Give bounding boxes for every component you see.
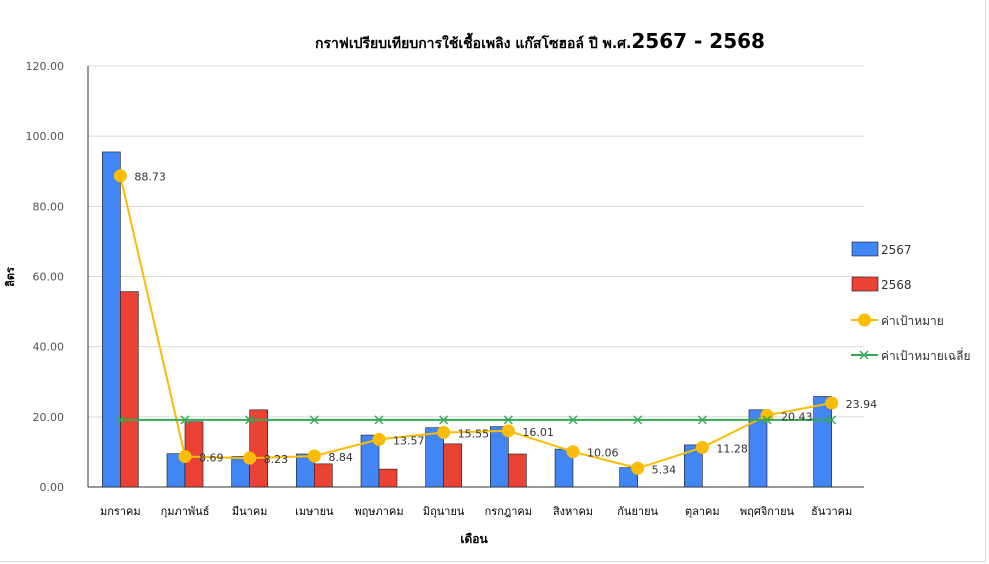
target-point [695, 440, 709, 454]
average-marker [633, 415, 643, 425]
target-point [243, 451, 257, 465]
average-marker [827, 415, 837, 425]
series-line-2 [119, 175, 832, 470]
bar-2567 [684, 444, 703, 488]
x-tick-label: กันยายน [617, 505, 658, 518]
average-marker [439, 415, 449, 425]
legend-label: ค่าเป้าหมายเฉลี่ย [881, 347, 970, 363]
target-point [566, 445, 580, 459]
target-point [372, 432, 386, 446]
average-marker-stroke [762, 415, 772, 425]
bar-2567 [813, 396, 832, 488]
y-tick-label: 80.00 [33, 200, 65, 213]
x-tick-label: เมษายน [295, 505, 334, 518]
legend-swatch-2568 [851, 276, 879, 292]
bar-2567 [360, 434, 380, 488]
target-point [178, 450, 192, 464]
bar-2568 [120, 291, 139, 488]
bar-2568 [443, 443, 462, 488]
average-marker-stroke [180, 415, 190, 425]
average-marker-stroke [439, 415, 449, 425]
legend-marker [858, 313, 871, 327]
x-tick-label: ตุลาคม [685, 505, 720, 518]
y-tick-label: 60.00 [33, 271, 65, 284]
y-tick-label: 40.00 [33, 341, 65, 354]
data-label: 13.57 [393, 434, 425, 447]
target-point [113, 169, 127, 183]
average-marker-stroke [697, 415, 707, 425]
axes: 0.00 20.00 40.00 60.00 80.00 100.00 120.00 มกรา… [26, 60, 864, 518]
bars [102, 151, 832, 488]
x-tick-label: มีนาคม [232, 505, 268, 518]
x-tick-label: มิถุนายน [423, 505, 465, 518]
average-marker [309, 415, 319, 425]
average-marker [568, 415, 578, 425]
average-marker [697, 415, 707, 425]
average-marker-stroke [245, 415, 255, 425]
legend-swatch-2567 [851, 241, 879, 257]
legend-label: 2567 [881, 243, 912, 257]
y-axis-label: ลิตร [4, 267, 17, 287]
target-point [760, 408, 774, 422]
x-tick-label: กุมภาพันธ์ [161, 505, 210, 518]
legend-marker [859, 350, 869, 360]
x-tick-label: สิงหาคม [553, 505, 593, 518]
data-label: 8.23 [264, 453, 289, 466]
x-tick-label: พฤศจิกายน [740, 505, 795, 518]
chart-title-main: กราฟเปรียบเทียบการใช้เชื้อเพลิง แก๊สโซฮอ… [315, 32, 631, 52]
data-label: 15.55 [458, 427, 490, 440]
chart-title-years: 2567 - 2568 [631, 29, 765, 53]
average-marker [180, 415, 190, 425]
y-tick-label: 120.00 [26, 60, 65, 73]
data-label: 10.06 [587, 447, 619, 460]
legend-label: ค่าเป้าหมาย [881, 314, 944, 328]
x-tick-label: กรกฎาคม [485, 505, 532, 518]
data-labels: 88.73 8.69 8.23 8.84 13.57 15.55 16.01 10.06 5.3… [134, 171, 877, 477]
average-marker-stroke [309, 415, 319, 425]
target-point [437, 425, 451, 439]
target-point [307, 449, 321, 463]
bar-2567 [102, 151, 121, 488]
average-marker [762, 415, 772, 425]
data-label: 20.43 [781, 410, 813, 423]
average-marker-stroke [827, 415, 837, 425]
average-marker [503, 415, 513, 425]
bar-2568 [378, 468, 398, 488]
average-marker [115, 415, 125, 425]
x-tick-label: พฤษภาคม [354, 505, 403, 518]
data-label: 11.28 [716, 442, 748, 455]
gridlines [88, 65, 864, 418]
lines [113, 169, 839, 475]
legend-label: 2568 [881, 278, 912, 292]
average-marker-stroke [115, 415, 125, 425]
average-marker-stroke [633, 415, 643, 425]
target-point [825, 396, 839, 410]
target-point [631, 461, 645, 475]
target-point [501, 424, 515, 438]
y-tick-label: 100.00 [26, 130, 65, 143]
data-label: 8.84 [328, 451, 353, 464]
data-label: 8.69 [199, 452, 224, 465]
data-label: 88.73 [134, 171, 166, 184]
data-label: 16.01 [522, 426, 554, 439]
bar-2568 [249, 409, 268, 488]
bar-2568 [314, 463, 333, 488]
x-tick-label: มกราคม [100, 505, 141, 518]
average-marker-stroke [503, 415, 513, 425]
y-tick-label: 20.00 [33, 411, 65, 424]
x-axis-label: เดือน [460, 532, 488, 546]
x-tick-label: ธันวาคม [811, 505, 852, 518]
average-marker [245, 415, 255, 425]
bar-2568 [508, 453, 527, 488]
data-label: 5.34 [652, 463, 677, 476]
average-marker-stroke [374, 415, 384, 425]
average-marker-stroke [568, 415, 578, 425]
chart-title: กราฟเปรียบเทียบการใช้เชื้อเพลิง แก๊สโซฮอ… [315, 29, 765, 53]
data-label: 23.94 [846, 398, 878, 411]
average-marker [374, 415, 384, 425]
y-tick-label: 0.00 [40, 481, 65, 494]
bar-2567 [748, 409, 768, 488]
